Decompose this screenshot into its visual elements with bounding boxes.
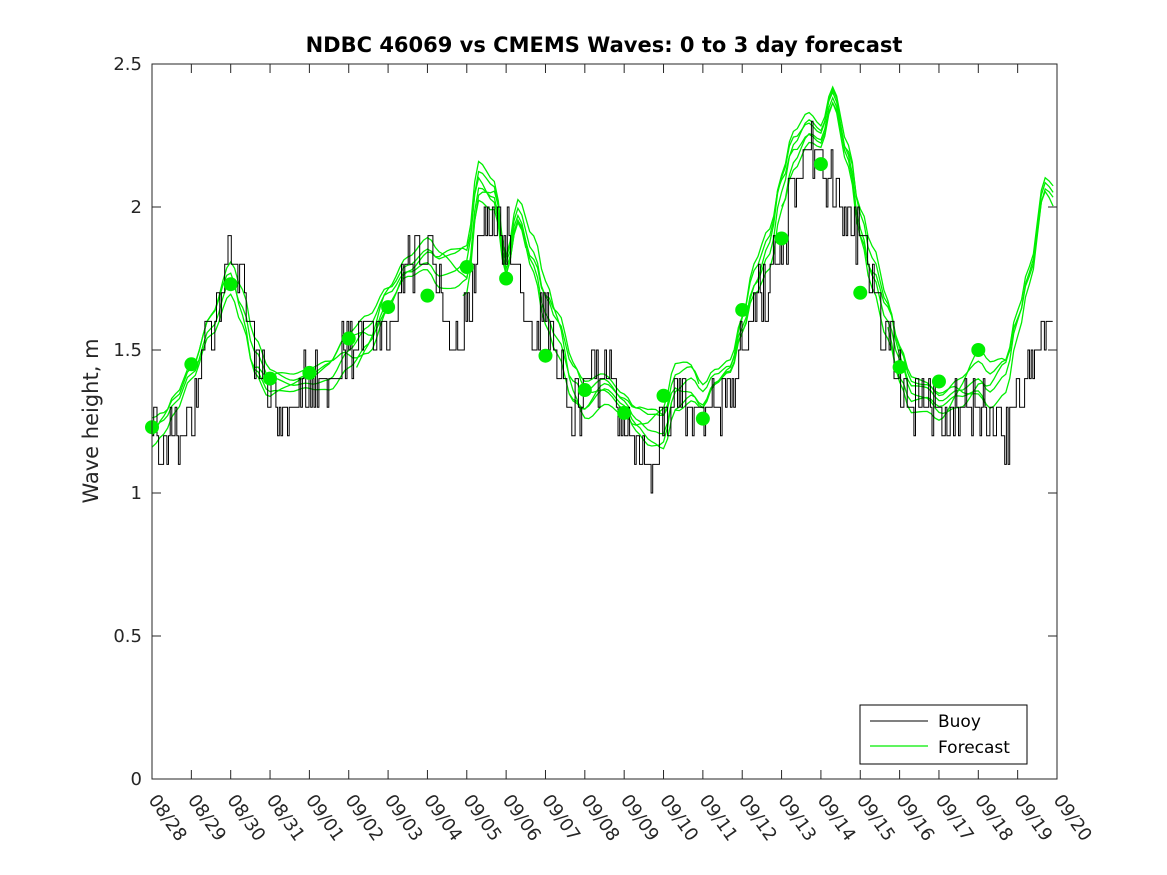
forecast-dot [577, 383, 592, 398]
forecast-dot [381, 300, 396, 315]
chart-title: NDBC 46069 vs CMEMS Waves: 0 to 3 day fo… [306, 33, 903, 57]
forecast-dot [853, 285, 868, 300]
forecast-dot [499, 271, 514, 286]
legend-buoy-label: Buoy [938, 712, 981, 732]
forecast-dot [695, 411, 710, 426]
forecast-dot [459, 260, 474, 275]
y-tick-label: 1 [131, 483, 142, 504]
y-tick-label: 2.5 [113, 54, 142, 75]
forecast-dot [617, 405, 632, 420]
forecast-dot [774, 231, 789, 246]
forecast-dot [892, 360, 907, 375]
y-tick-label: 0.5 [113, 626, 142, 647]
forecast-dot [971, 343, 986, 357]
forecast-dot [656, 388, 671, 403]
forecast-line [152, 85, 1054, 419]
forecast-dot [341, 331, 356, 346]
forecast-dots-layer [145, 157, 986, 435]
forecast-dot [735, 302, 750, 317]
y-tick-label: 2 [131, 197, 142, 218]
forecast-dot [263, 371, 278, 386]
buoy-line [152, 120, 1053, 494]
series-layer [152, 85, 1054, 494]
plot-area [152, 64, 1057, 779]
forecast-dot [813, 157, 828, 172]
forecast-dot [931, 374, 946, 389]
y-tick-label: 1.5 [113, 340, 142, 361]
legend: Buoy Forecast [859, 704, 1028, 765]
forecast-dot [184, 357, 199, 372]
y-axis-label: Wave height, m [79, 338, 103, 503]
legend-forecast-label: Forecast [938, 738, 1010, 758]
forecast-dot [420, 288, 435, 303]
forecast-dot [302, 365, 317, 380]
forecast-dot [538, 348, 553, 363]
forecast-dot [223, 277, 238, 292]
axes-box [151, 63, 1058, 780]
y-tick-label: 0 [131, 769, 142, 790]
legend-box [859, 704, 1028, 765]
